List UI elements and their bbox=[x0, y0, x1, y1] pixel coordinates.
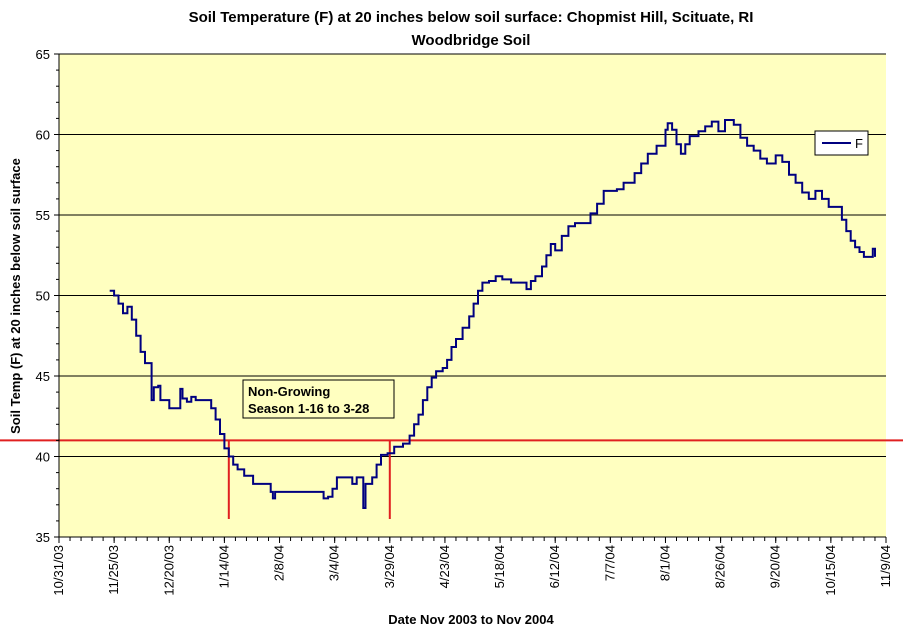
y-tick-label: 40 bbox=[36, 450, 50, 465]
x-tick-label: 7/7/04 bbox=[602, 545, 617, 581]
annotation-line-2: Season 1-16 to 3-28 bbox=[248, 401, 369, 416]
x-tick-label: 2/8/04 bbox=[272, 545, 287, 581]
y-tick-label: 55 bbox=[36, 208, 50, 223]
series-layer bbox=[109, 119, 876, 509]
annotation-frame bbox=[242, 379, 395, 419]
x-axis-title: Date Nov 2003 to Nov 2004 bbox=[388, 612, 554, 627]
x-tick-label: 8/1/04 bbox=[657, 545, 672, 581]
x-tick-label: 4/23/04 bbox=[437, 545, 452, 588]
series-line-F bbox=[109, 119, 876, 509]
x-tick-label: 8/26/04 bbox=[713, 545, 728, 588]
x-tick-label: 10/31/03 bbox=[51, 545, 66, 596]
annotation-line-1: Non-Growing bbox=[248, 384, 330, 399]
y-tick-label: 45 bbox=[36, 369, 50, 384]
annotation-box: Non-Growing Season 1-16 to 3-28 bbox=[242, 379, 395, 419]
chart-title: Soil Temperature (F) at 20 inches below … bbox=[189, 9, 754, 26]
legend: F bbox=[814, 130, 869, 156]
x-tick-label: 3/4/04 bbox=[327, 545, 342, 581]
y-tick-label: 65 bbox=[36, 47, 50, 62]
y-axis-title: Soil Temp (F) at 20 inches below soil su… bbox=[8, 158, 23, 434]
y-tick-label: 35 bbox=[36, 530, 50, 545]
chart-subtitle: Woodbridge Soil bbox=[412, 32, 531, 49]
x-tick-label: 11/9/04 bbox=[878, 545, 893, 587]
x-tick-label: 9/20/04 bbox=[768, 545, 783, 588]
y-tick-label: 60 bbox=[36, 128, 50, 143]
x-tick-label: 11/25/03 bbox=[106, 545, 121, 595]
legend-label: F bbox=[855, 136, 863, 151]
x-tick-label: 3/29/04 bbox=[382, 545, 397, 588]
x-tick-label: 10/15/04 bbox=[823, 545, 838, 596]
x-tick-label: 12/20/03 bbox=[161, 545, 176, 596]
x-tick-label: 1/14/04 bbox=[216, 545, 231, 588]
y-tick-label: 50 bbox=[36, 289, 50, 304]
axes: 35 40 45 50 55 60 65 10/31/03 11/25/03 12/20/03 1/… bbox=[36, 47, 893, 596]
x-tick-label: 6/12/04 bbox=[547, 545, 562, 588]
x-tick-label: 5/18/04 bbox=[492, 545, 507, 588]
